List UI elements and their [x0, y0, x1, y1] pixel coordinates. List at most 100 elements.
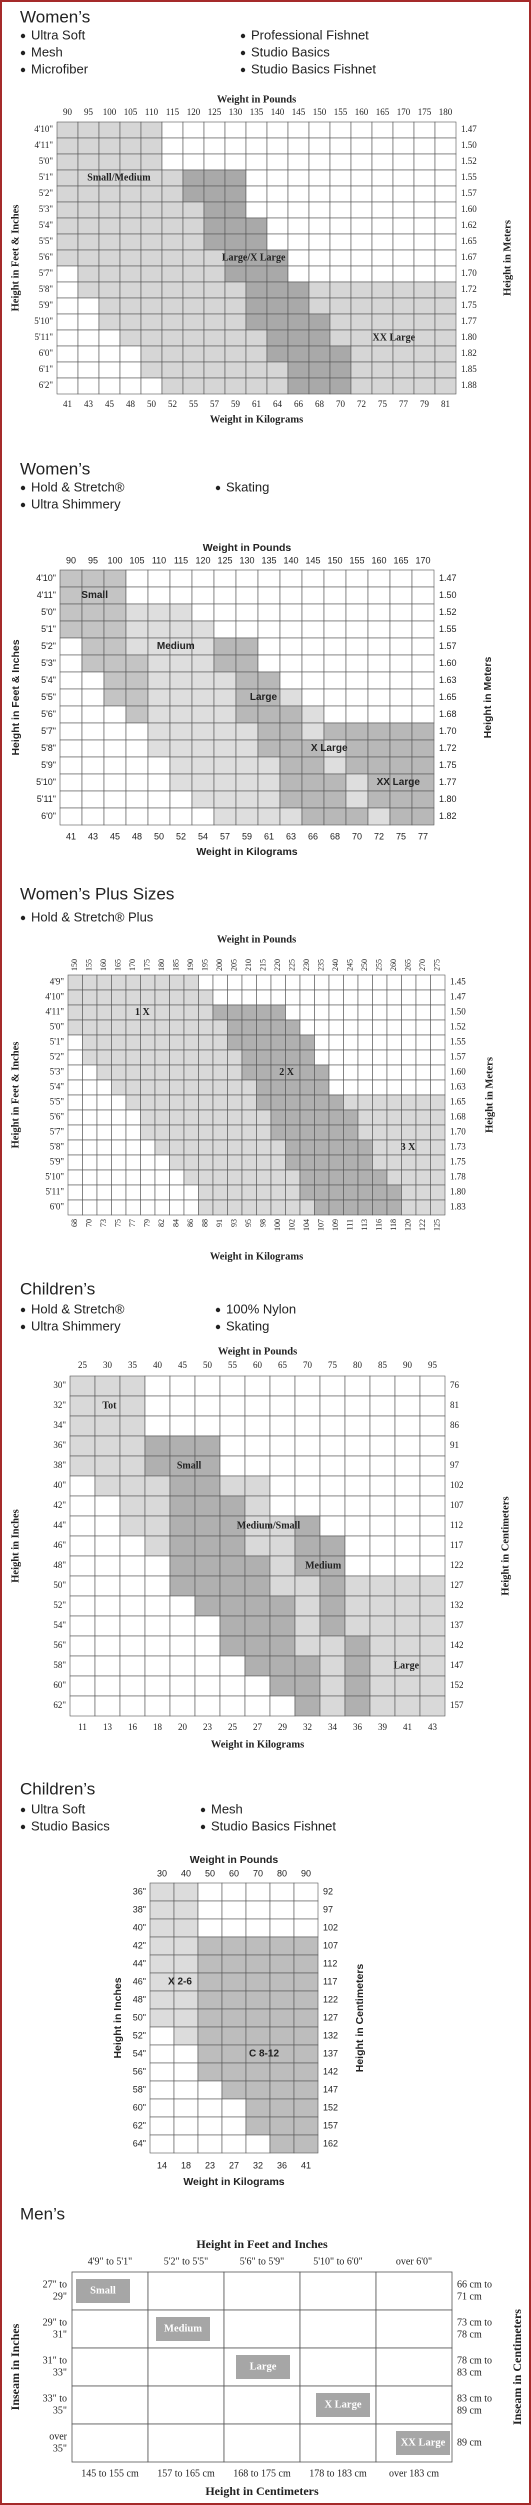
grid-cell — [389, 671, 413, 690]
grid-cell — [241, 1199, 257, 1216]
grid-cell — [77, 361, 100, 379]
grid-cell — [245, 233, 268, 251]
row-label: 4'11" — [35, 140, 54, 150]
grid-cell — [125, 807, 149, 826]
table-cell — [223, 2423, 301, 2463]
grid-cell — [98, 281, 121, 299]
grid-cell — [430, 1169, 446, 1186]
grid-cell — [147, 705, 171, 724]
grid-cell — [329, 153, 352, 171]
grid-cell — [329, 201, 352, 219]
grid-cell — [344, 1555, 371, 1577]
grid-cell — [285, 1199, 301, 1216]
grid-cell — [269, 2134, 295, 2154]
grid-cell — [413, 345, 436, 363]
grid-cell — [299, 974, 315, 991]
grid-cell — [154, 1049, 170, 1066]
grid-cell — [140, 1079, 156, 1096]
grid-cell — [161, 137, 184, 155]
row-label: 5'3" — [39, 204, 54, 214]
grid-cell — [386, 1034, 402, 1051]
grid-cell — [299, 1004, 315, 1021]
grid-cell — [386, 1094, 402, 1111]
grid-cell — [386, 1199, 402, 1216]
grid-cell — [213, 790, 237, 809]
grid-cell — [415, 1199, 431, 1216]
grid-cell — [301, 790, 325, 809]
grid-cell — [203, 329, 226, 347]
grid-cell — [394, 1535, 421, 1557]
grid-cell — [308, 265, 331, 283]
grid-cell — [299, 1019, 315, 1036]
grid-cell — [413, 217, 436, 235]
row-label: 50" — [53, 1580, 66, 1590]
top-tick-label: 265 — [404, 959, 413, 971]
size-label: X Large — [324, 2399, 361, 2410]
grid-cell — [269, 1990, 295, 2010]
grid-cell — [81, 688, 105, 707]
size-label: Medium — [157, 641, 195, 652]
grid-cell — [413, 361, 436, 379]
grid-cell — [256, 1139, 272, 1156]
top-tick-label: 90 — [301, 1868, 311, 1878]
top-tick-label: 125 — [208, 107, 222, 117]
grid-cell — [140, 1154, 156, 1171]
bullet — [20, 67, 26, 73]
grid-cell — [125, 1049, 141, 1066]
grid-cell — [308, 121, 331, 139]
grid-cell — [411, 603, 435, 622]
grid-cell — [111, 1034, 127, 1051]
bottom-tick-label: 64 — [273, 399, 283, 409]
size-label: Tot — [102, 1400, 117, 1411]
grid-cell — [149, 2008, 175, 2028]
row-label: 5'10" — [36, 777, 56, 787]
grid-cell — [82, 1199, 98, 1216]
top-tick-label: 30 — [103, 1360, 113, 1370]
bottom-tick-label: 70 — [85, 1219, 94, 1227]
grid-cell — [77, 377, 100, 395]
grid-cell — [103, 569, 127, 588]
table-cell — [375, 2271, 453, 2311]
grid-cell — [154, 1154, 170, 1171]
grid-cell — [294, 1595, 321, 1617]
grid-cell — [161, 377, 184, 395]
grid-cell — [257, 603, 281, 622]
grid-cell — [161, 185, 184, 203]
bottom-tick-label: 81 — [441, 399, 450, 409]
top-tick-label: 180 — [439, 107, 453, 117]
grid-cell — [144, 1395, 171, 1417]
grid-cell — [119, 1655, 146, 1677]
grid-cell — [161, 233, 184, 251]
row-label: 5'9" — [39, 300, 54, 310]
grid-cell — [140, 377, 163, 395]
grid-cell — [415, 1139, 431, 1156]
bottom-tick-label: 25 — [228, 1722, 238, 1732]
grid-cell — [314, 1064, 330, 1081]
grid-cell — [328, 1139, 344, 1156]
grid-cell — [98, 361, 121, 379]
row-label: 5'1" — [41, 624, 56, 634]
grid-cell — [369, 1695, 396, 1717]
top-tick-label: 230 — [302, 959, 311, 971]
grid-cell — [257, 569, 281, 588]
grid-cell — [386, 1169, 402, 1186]
grid-cell — [69, 1655, 96, 1677]
grid-cell — [256, 1094, 272, 1111]
grid-cell — [96, 1154, 112, 1171]
grid-cell — [245, 201, 268, 219]
grid-cell — [182, 137, 205, 155]
top-tick-label: 175 — [143, 959, 152, 971]
grid-cell — [94, 1695, 121, 1717]
grid-cell — [394, 1415, 421, 1437]
right-tick-label: 97 — [450, 1460, 460, 1470]
grid-cell — [111, 1049, 127, 1066]
grid-cell — [182, 377, 205, 395]
grid-cell — [308, 137, 331, 155]
grid-cell — [197, 1918, 223, 1938]
grid-cell — [269, 1475, 296, 1497]
top-tick-label: 160 — [355, 107, 369, 117]
grid-cell — [344, 1695, 371, 1717]
bullet — [20, 502, 26, 508]
grid-cell — [372, 1049, 388, 1066]
grid-cell — [147, 807, 171, 826]
